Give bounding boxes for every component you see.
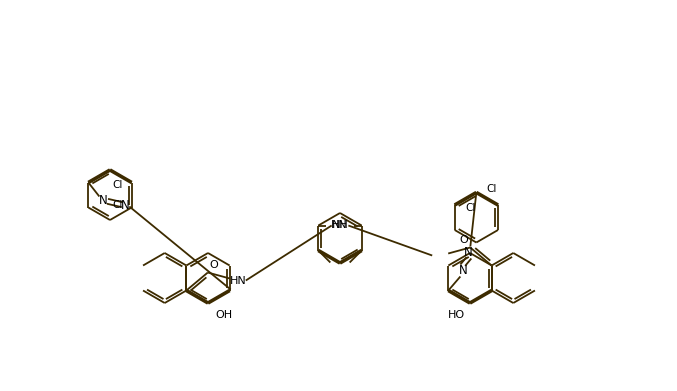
Text: Cl: Cl bbox=[466, 203, 476, 213]
Text: OH: OH bbox=[215, 310, 233, 320]
Text: Cl: Cl bbox=[486, 183, 496, 194]
Text: N: N bbox=[459, 264, 468, 277]
Text: HO: HO bbox=[447, 310, 464, 320]
Text: N: N bbox=[99, 194, 108, 207]
Text: HN: HN bbox=[331, 221, 348, 231]
Text: Cl: Cl bbox=[112, 179, 123, 190]
Text: O: O bbox=[460, 235, 468, 244]
Text: N: N bbox=[464, 246, 473, 259]
Text: O: O bbox=[209, 260, 218, 269]
Text: N: N bbox=[121, 199, 130, 212]
Text: Cl: Cl bbox=[112, 201, 123, 210]
Text: HN: HN bbox=[230, 276, 246, 285]
Text: NH: NH bbox=[332, 221, 349, 231]
